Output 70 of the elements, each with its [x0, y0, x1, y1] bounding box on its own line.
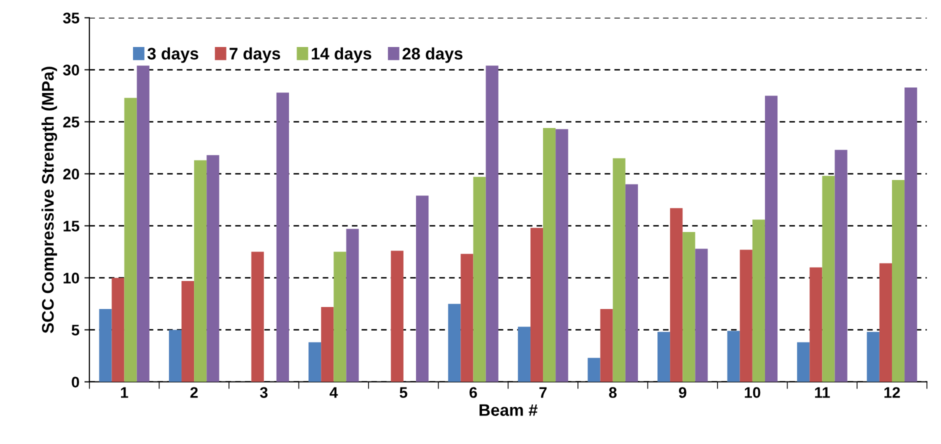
- bar: [182, 280, 194, 382]
- bar: [346, 228, 359, 382]
- bar: [682, 232, 696, 382]
- bar: [194, 160, 207, 382]
- bar: [764, 96, 778, 382]
- y-tick-label: 25: [63, 116, 80, 128]
- bar: [448, 304, 461, 382]
- x-tick-label: 12: [884, 387, 900, 398]
- legend-label: 3 days: [147, 47, 198, 63]
- y-tick-label: 35: [63, 12, 80, 24]
- bar: [334, 252, 346, 382]
- x-tick-label: 11: [815, 387, 830, 398]
- bar: [112, 278, 124, 382]
- x-tick-label: 4: [330, 387, 338, 398]
- bar: [600, 309, 613, 382]
- bar: [124, 98, 137, 382]
- bar: [657, 332, 670, 382]
- x-tick-label: 7: [539, 387, 547, 398]
- bar: [670, 208, 683, 382]
- bar: [136, 66, 150, 382]
- bar: [251, 252, 264, 382]
- bar: [797, 342, 810, 382]
- bar: [530, 228, 544, 382]
- bar: [308, 342, 322, 382]
- bar: [168, 330, 182, 382]
- bar: [904, 87, 918, 382]
- bar: [695, 248, 708, 382]
- x-tick-label: 1: [121, 387, 128, 398]
- bar: [321, 306, 334, 382]
- bar: [740, 250, 752, 382]
- bar: [879, 263, 892, 382]
- bar: [892, 180, 905, 382]
- bar: [556, 129, 568, 382]
- bar: [276, 92, 289, 382]
- y-tick-label: 20: [63, 168, 80, 180]
- y-tick-label: 10: [64, 272, 80, 284]
- y-tick-label: 0: [72, 376, 80, 388]
- y-axis-title: SCC Compressive Strength (MPa): [42, 66, 58, 334]
- bar: [612, 158, 626, 382]
- bar: [460, 254, 474, 382]
- x-tick-label: 8: [609, 387, 617, 398]
- bar: [473, 176, 486, 382]
- x-tick-label: 3: [260, 387, 268, 398]
- x-tick-label: 9: [678, 387, 686, 398]
- bar: [810, 267, 822, 382]
- legend-label: 28 days: [402, 47, 462, 63]
- x-tick-label: 10: [744, 387, 760, 398]
- y-tick-label: 30: [63, 64, 80, 76]
- bar: [588, 358, 600, 382]
- bar: [752, 220, 765, 382]
- legend-label: 14 days: [312, 47, 372, 63]
- bar: [822, 176, 835, 382]
- x-tick-label: 2: [190, 387, 198, 398]
- bar: [486, 66, 498, 382]
- legend-label: 7 days: [230, 47, 280, 63]
- x-tick-label: 6: [470, 387, 477, 398]
- bar: [727, 330, 740, 382]
- bar: [834, 150, 848, 382]
- x-axis-title: Beam #: [480, 404, 538, 416]
- bar: [543, 128, 556, 382]
- y-tick-label: 15: [64, 220, 80, 232]
- y-tick-label: 5: [72, 324, 80, 336]
- bar: [518, 326, 530, 382]
- bar: [416, 196, 429, 382]
- bar: [390, 250, 404, 382]
- bar: [866, 332, 880, 382]
- bar: [206, 155, 220, 382]
- x-tick-label: 5: [400, 387, 408, 398]
- bar: [99, 309, 112, 382]
- bar: [625, 184, 638, 382]
